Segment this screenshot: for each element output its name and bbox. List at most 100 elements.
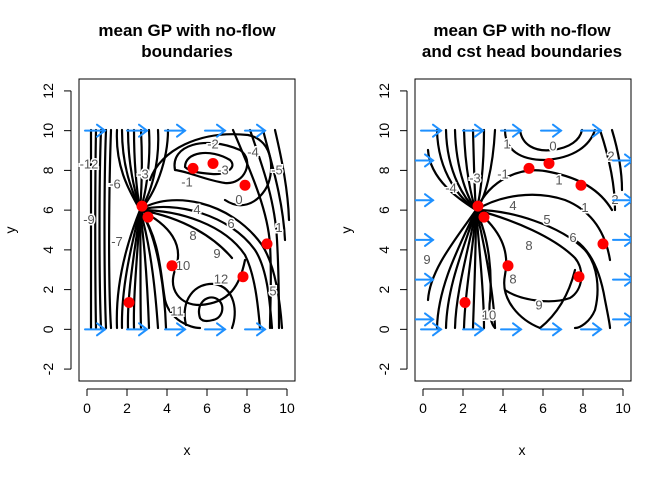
flow-arrow [500, 123, 523, 138]
y-axis-label: y [338, 227, 354, 234]
contour-line [598, 128, 617, 212]
x-axis: 0 2 4 6 8 10 [83, 388, 295, 416]
contour-label: 1 [581, 200, 588, 215]
contour-label: 5 [543, 212, 550, 227]
contour-line [138, 208, 234, 260]
contour-line [108, 128, 113, 330]
flow-arrow [462, 123, 485, 138]
contour-label: 10 [482, 307, 496, 322]
x-axis: 0 2 4 6 8 10 [419, 388, 631, 416]
contour-line [273, 128, 291, 222]
data-point [573, 271, 585, 283]
contour-label: -1 [181, 174, 193, 189]
contour-label: -4 [247, 145, 259, 160]
flow-arrow [415, 153, 435, 168]
x-tick-label: 0 [419, 400, 427, 416]
data-point [207, 157, 219, 169]
flow-arrow [415, 232, 435, 247]
data-points [123, 157, 273, 309]
contour-line [173, 141, 249, 185]
contour-label: -3 [469, 170, 481, 185]
contour-label: 12 [214, 272, 228, 287]
boundary-arrows [84, 123, 267, 337]
y-tick-label: 2 [376, 286, 392, 294]
contour-label: -3 [217, 162, 229, 177]
flow-arrow [204, 322, 227, 337]
x-tick-label: 2 [459, 400, 467, 416]
contour-label: 11 [170, 303, 184, 318]
contour-label: -2 [207, 137, 219, 152]
y-axis: -2 0 2 4 6 8 10 12 [376, 83, 408, 376]
flow-arrow [84, 123, 107, 138]
flow-arrow [204, 123, 227, 138]
y-tick-label: 10 [376, 123, 392, 139]
x-tick-label: 4 [499, 400, 507, 416]
contour-label: -12 [80, 156, 99, 171]
contour-line [197, 296, 224, 323]
flow-arrow [420, 322, 443, 337]
x-tick-label: 2 [123, 400, 131, 416]
contour-label: 4 [509, 198, 516, 213]
contour-label: 9 [535, 298, 542, 313]
contour-label: 5 [269, 284, 276, 299]
contour-label: 2 [607, 148, 614, 163]
contour-label: 6 [569, 230, 576, 245]
data-point [575, 179, 587, 191]
y-axis-label: y [2, 227, 18, 234]
contour-line [474, 208, 542, 330]
contour-label: -9 [83, 212, 95, 227]
flow-arrow [500, 322, 523, 337]
y-tick-label: 0 [40, 325, 56, 333]
x-tick-label: 8 [243, 400, 251, 416]
contour-line [573, 238, 612, 330]
y-tick-label: 4 [40, 246, 56, 254]
contour-line [94, 128, 98, 330]
x-tick-label: 10 [615, 400, 631, 416]
data-point [523, 162, 535, 174]
chart-title-line-2: boundaries [141, 42, 233, 61]
contour-label: 8 [525, 238, 532, 253]
contour-label: 0 [235, 192, 242, 207]
plot-frame [78, 78, 296, 382]
y-tick-label: 8 [376, 166, 392, 174]
y-tick-label: 12 [40, 83, 56, 99]
contour-label: 1 [275, 220, 282, 235]
contour-label: 9 [213, 246, 220, 261]
contour-line [103, 128, 108, 330]
x-tick-label: 8 [579, 400, 587, 416]
data-point [459, 297, 471, 309]
contour-line [183, 282, 236, 330]
contour-label: -6 [109, 176, 121, 191]
data-point [478, 211, 490, 223]
contour-line [261, 128, 287, 242]
flow-arrow [612, 153, 631, 168]
contour-line [148, 133, 273, 207]
flow-arrow [612, 232, 631, 247]
y-tick-label: 10 [40, 123, 56, 139]
contour-label: 8 [189, 228, 196, 243]
y-tick-label: -2 [376, 363, 392, 376]
data-point [237, 271, 249, 283]
y-tick-label: 8 [40, 166, 56, 174]
flow-arrow [415, 272, 435, 287]
flow-arrow [580, 322, 603, 337]
x-tick-label: 4 [163, 400, 171, 416]
contour-line [474, 169, 614, 212]
contour-line [248, 128, 281, 330]
chart-title-line-2: and cst head boundaries [422, 42, 622, 61]
x-tick-label: 0 [83, 400, 91, 416]
contour-line [474, 128, 497, 330]
contour-line [98, 128, 103, 330]
y-tick-label: -2 [40, 363, 56, 376]
y-tick-label: 12 [376, 83, 392, 99]
data-point [239, 179, 251, 191]
chart-title-line-1: mean GP with no-flow [98, 21, 276, 40]
contour-label: -3 [137, 166, 149, 181]
contour-line [474, 208, 497, 330]
flow-arrow [612, 272, 631, 287]
contour-line [474, 208, 599, 330]
x-axis-label: x [519, 442, 526, 458]
contour-line [138, 208, 262, 330]
flow-arrow [84, 322, 107, 337]
